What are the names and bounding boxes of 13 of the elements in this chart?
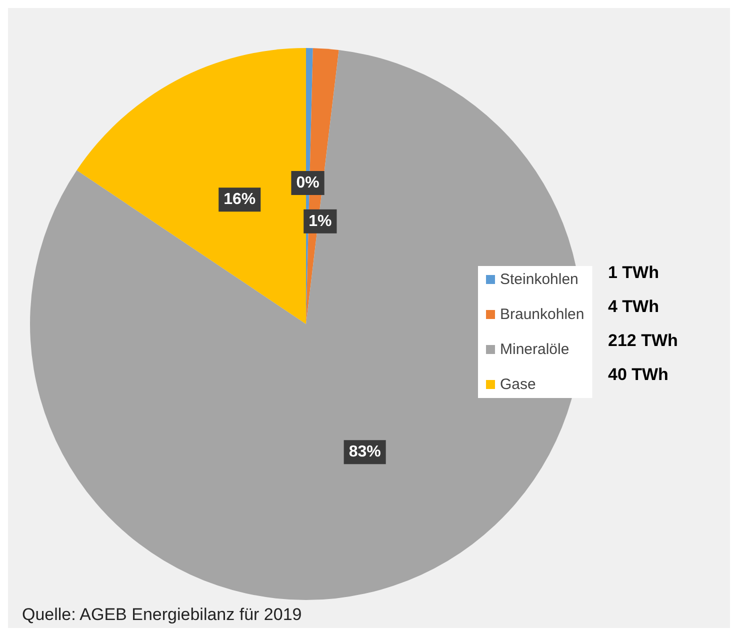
text: 40 TWh [608,365,668,384]
data-label: 1% [308,212,332,230]
data-label: 16% [224,191,256,208]
data-label: 83% [348,444,381,461]
source-note: Quelle: AGEB Energiebilanz für 2019 [22,605,302,624]
data-label: 0% [296,174,320,192]
text: 212 TWh [608,331,678,350]
legend-label: Steinkohlen [500,271,578,288]
legend-label: Mineralöle [500,341,570,358]
text: 1 TWh [608,263,659,282]
legend-label: Gase [500,376,536,393]
text: 4 TWh [608,297,659,316]
legend-label: Braunkohlen [500,306,584,323]
